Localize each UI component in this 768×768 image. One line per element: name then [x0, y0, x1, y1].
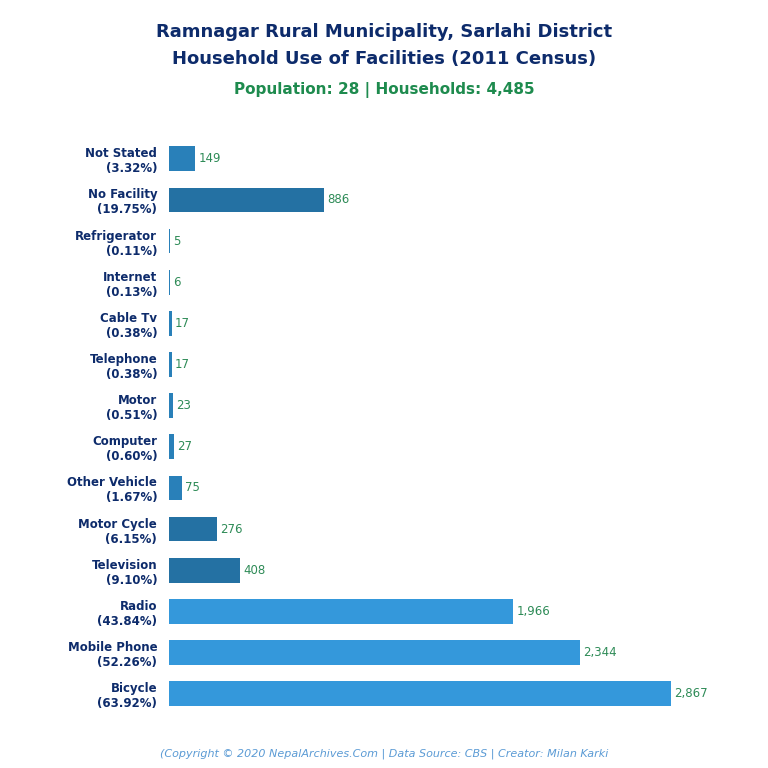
Text: 75: 75 [185, 482, 200, 495]
Bar [169, 435, 174, 459]
Text: 5: 5 [173, 234, 180, 247]
Bar [169, 681, 671, 706]
Text: 886: 886 [327, 194, 349, 207]
Bar [169, 393, 173, 418]
Bar [169, 147, 195, 171]
Text: 23: 23 [176, 399, 191, 412]
Text: 1,966: 1,966 [517, 605, 551, 618]
Bar [169, 187, 324, 212]
Text: 27: 27 [177, 440, 192, 453]
Text: Household Use of Facilities (2011 Census): Household Use of Facilities (2011 Census… [172, 50, 596, 68]
Text: 408: 408 [243, 564, 266, 577]
Text: Population: 28 | Households: 4,485: Population: 28 | Households: 4,485 [233, 82, 535, 98]
Text: 17: 17 [175, 317, 190, 330]
Text: 17: 17 [175, 358, 190, 371]
Bar [169, 475, 182, 500]
Text: 149: 149 [198, 152, 220, 165]
Bar [169, 641, 580, 665]
Bar [169, 311, 172, 336]
Bar [169, 229, 170, 253]
Bar [169, 353, 172, 377]
Text: Ramnagar Rural Municipality, Sarlahi District: Ramnagar Rural Municipality, Sarlahi Dis… [156, 23, 612, 41]
Text: 2,344: 2,344 [583, 646, 617, 659]
Text: (Copyright © 2020 NepalArchives.Com | Data Source: CBS | Creator: Milan Karki: (Copyright © 2020 NepalArchives.Com | Da… [160, 748, 608, 759]
Text: 6: 6 [173, 276, 180, 289]
Text: 276: 276 [220, 522, 243, 535]
Text: 2,867: 2,867 [674, 687, 708, 700]
Bar [169, 599, 513, 624]
Bar [169, 270, 170, 295]
Bar [169, 558, 240, 583]
Bar [169, 517, 217, 541]
